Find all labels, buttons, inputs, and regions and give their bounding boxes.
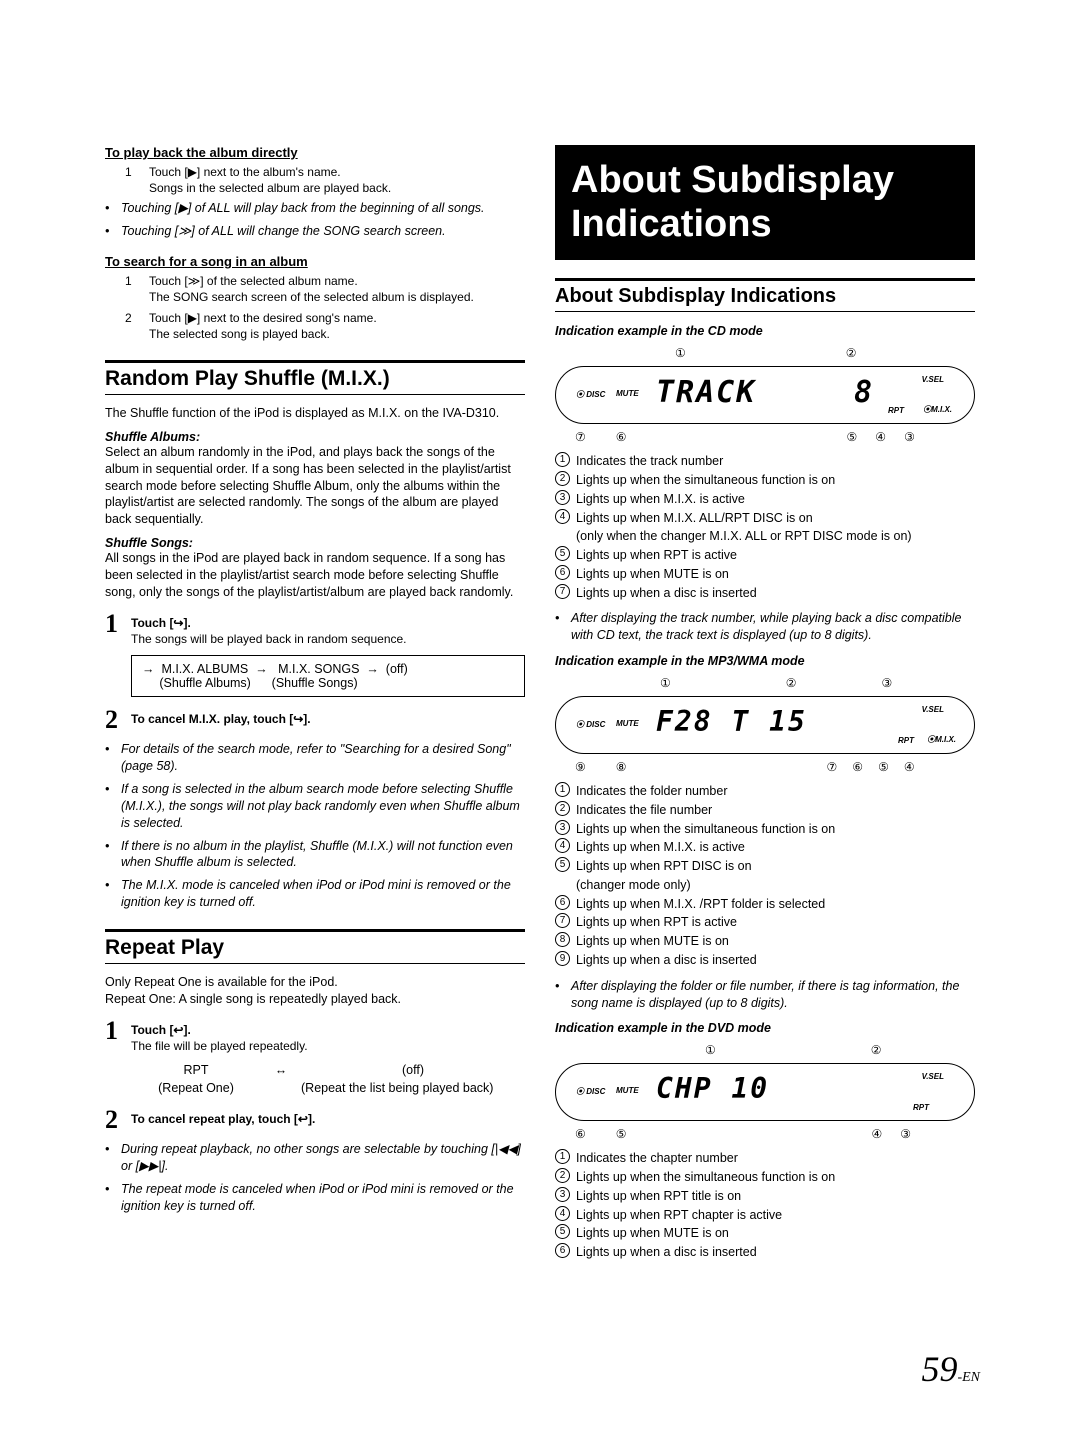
- big-step-number: 2: [105, 1107, 131, 1133]
- cd-display: ⦿ DISC MUTE TRACK 8 RPT ⦿M.I.X. V.SEL: [555, 366, 975, 424]
- big-step-number: 1: [105, 611, 131, 647]
- step-number: 1: [125, 273, 149, 305]
- playback-step: 1 Touch [▶] next to the album's name. So…: [105, 164, 525, 196]
- random-play-title: Random Play Shuffle (M.I.X.): [105, 360, 525, 395]
- mp3-caption: Indication example in the MP3/WMA mode: [555, 654, 975, 668]
- left-column: To play back the album directly 1 Touch …: [105, 145, 525, 1270]
- repeat-play-title: Repeat Play: [105, 929, 525, 964]
- shuffle-albums-body: Select an album randomly in the iPod, an…: [105, 444, 525, 528]
- step-number: 2: [125, 310, 149, 342]
- dvd-display-text: CHP 10: [656, 1072, 769, 1105]
- cd-top-markers: ① ②: [555, 346, 975, 360]
- mp3-note: •After displaying the folder or file num…: [555, 978, 975, 1012]
- mix-indicator: ⦿M.I.X.: [927, 734, 956, 745]
- repeat-step1-label: Touch [↩].: [131, 1022, 525, 1038]
- step-number: 1: [125, 164, 149, 196]
- repeat-step1-body: The file will be played repeatedly.: [131, 1038, 525, 1054]
- dvd-indicator-list: 1Indicates the chapter number 2Lights up…: [555, 1149, 975, 1262]
- mix-step-1: 1 Touch [↪]. The songs will be played ba…: [105, 611, 525, 647]
- disc-indicator: ⦿ DISC: [576, 719, 605, 730]
- step-text: Touch [▶] next to the album's name. Song…: [149, 164, 525, 196]
- rpt-indicator: RPT: [898, 736, 914, 745]
- note-line: •If there is no album in the playlist, S…: [105, 838, 525, 872]
- note-line: •Touching [≫] of ALL will change the SON…: [105, 223, 525, 240]
- step-text: Touch [≫] of the selected album name. Th…: [149, 273, 525, 305]
- mute-indicator: MUTE: [616, 1086, 639, 1095]
- mute-indicator: MUTE: [616, 719, 639, 728]
- vsel-indicator: V.SEL: [922, 375, 944, 384]
- cd-indicator-list: 1Indicates the track number 2Lights up w…: [555, 452, 975, 602]
- mix-step1-body: The songs will be played back in random …: [131, 631, 525, 647]
- shuffle-songs-label: Shuffle Songs:: [105, 536, 525, 550]
- vsel-indicator: V.SEL: [922, 1072, 944, 1081]
- mix-step-2: 2 To cancel M.I.X. play, touch [↪].: [105, 707, 525, 733]
- cd-caption: Indication example in the CD mode: [555, 324, 975, 338]
- dvd-top-markers: ① ②: [555, 1043, 975, 1057]
- mix-step1-label: Touch [↪].: [131, 615, 525, 631]
- dvd-display: ⦿ DISC MUTE CHP 10 RPT V.SEL: [555, 1063, 975, 1121]
- rpt-indicator: RPT: [888, 406, 904, 415]
- note-line: •During repeat playback, no other songs …: [105, 1141, 525, 1175]
- dvd-caption: Indication example in the DVD mode: [555, 1021, 975, 1035]
- repeat-row: RPT ↔ (off): [131, 1062, 525, 1080]
- search-heading: To search for a song in an album: [105, 254, 525, 269]
- search-step: 2 Touch [▶] next to the desired song's n…: [105, 310, 525, 342]
- note-line: •For details of the search mode, refer t…: [105, 741, 525, 775]
- mp3-bot-markers: ⑨ ⑧ ⑦ ⑥ ⑤ ④: [555, 760, 975, 774]
- mp3-display: ⦿ DISC MUTE F28 T 15 RPT ⦿M.I.X. V.SEL: [555, 696, 975, 754]
- repeat-step-2: 2 To cancel repeat play, touch [↩].: [105, 1107, 525, 1133]
- repeat-row: (Repeat One) (Repeat the list being play…: [131, 1080, 525, 1098]
- cd-note: •After displaying the track number, whil…: [555, 610, 975, 644]
- note-line: •Touching [▶] of ALL will play back from…: [105, 200, 525, 217]
- disc-indicator: ⦿ DISC: [576, 1086, 605, 1097]
- rpt-indicator: RPT: [913, 1103, 929, 1112]
- subdisplay-subtitle: About Subdisplay Indications: [555, 278, 975, 312]
- random-intro: The Shuffle function of the iPod is disp…: [105, 405, 525, 422]
- hero-title: About Subdisplay Indications: [555, 145, 975, 260]
- right-column: About Subdisplay Indications About Subdi…: [555, 145, 975, 1270]
- step-text: Touch [▶] next to the desired song's nam…: [149, 310, 525, 342]
- big-step-number: 1: [105, 1018, 131, 1054]
- mp3-indicator-list: 1Indicates the folder number 2Indicates …: [555, 782, 975, 970]
- mute-indicator: MUTE: [616, 389, 639, 398]
- mp3-display-text: F28 T 15: [656, 705, 807, 738]
- cd-track-num: 8: [854, 375, 874, 410]
- vsel-indicator: V.SEL: [922, 705, 944, 714]
- shuffle-albums-label: Shuffle Albums:: [105, 430, 525, 444]
- repeat-step2-label: To cancel repeat play, touch [↩].: [131, 1111, 525, 1127]
- note-line: •The M.I.X. mode is canceled when iPod o…: [105, 877, 525, 911]
- mix-step2-label: To cancel M.I.X. play, touch [↪].: [131, 711, 525, 727]
- shuffle-songs-body: All songs in the iPod are played back in…: [105, 550, 525, 601]
- mp3-top-markers: ① ② ③: [555, 676, 975, 690]
- big-step-number: 2: [105, 707, 131, 733]
- repeat-intro: Only Repeat One is available for the iPo…: [105, 974, 525, 1008]
- dvd-bot-markers: ⑥ ⑤ ④ ③: [555, 1127, 975, 1141]
- cd-bot-markers: ⑦ ⑥ ⑤ ④ ③: [555, 430, 975, 444]
- note-line: •The repeat mode is canceled when iPod o…: [105, 1181, 525, 1215]
- search-step: 1 Touch [≫] of the selected album name. …: [105, 273, 525, 305]
- mix-indicator: ⦿M.I.X.: [923, 404, 952, 415]
- cd-track-text: TRACK: [656, 375, 756, 410]
- mix-sequence-box: → M.I.X. ALBUMS → M.I.X. SONGS → (off) (…: [131, 655, 525, 697]
- note-line: •If a song is selected in the album sear…: [105, 781, 525, 832]
- playback-heading: To play back the album directly: [105, 145, 525, 160]
- disc-indicator: ⦿ DISC: [576, 389, 605, 400]
- page-number: 59-EN: [921, 1348, 980, 1390]
- repeat-step-1: 1 Touch [↩]. The file will be played rep…: [105, 1018, 525, 1054]
